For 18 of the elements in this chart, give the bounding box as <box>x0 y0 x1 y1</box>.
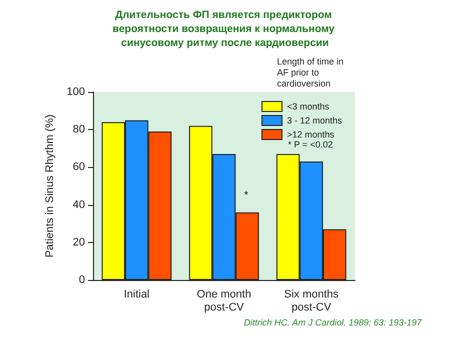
text: Dittrich HC. Am J Cardiol. 1989; 63: 193-197 <box>244 318 423 328</box>
x-tick-label: Initial <box>124 288 150 300</box>
annotation: * P = <0.02 <box>288 140 333 150</box>
y-tick-label: 60 <box>72 161 85 174</box>
x-tick-label: One month post-CV <box>196 288 252 314</box>
legend-label: >12 months <box>286 130 335 140</box>
chart-title: Длительность ФП является предиктором вероятности возвращения к нормальному синусовому ритму после кардиоверсии <box>112 9 338 49</box>
x-tick-label: Six months post-CV <box>284 288 340 314</box>
y-tick-label: 40 <box>72 198 85 211</box>
legend-title: Length of time in AF prior to cardioversion <box>277 56 346 88</box>
legend-label: <3 months <box>286 102 330 112</box>
y-tick-label: 0 <box>78 274 85 286</box>
y-tick-label: 80 <box>72 124 85 136</box>
y-axis-title: Patients in Sinus Rhythm (%) <box>44 114 56 258</box>
y-tick-label: 100 <box>66 86 85 98</box>
y-tick-label: 20 <box>72 236 85 248</box>
annotation: * <box>244 190 249 202</box>
legend-label: 3 - 12 months <box>286 116 342 126</box>
